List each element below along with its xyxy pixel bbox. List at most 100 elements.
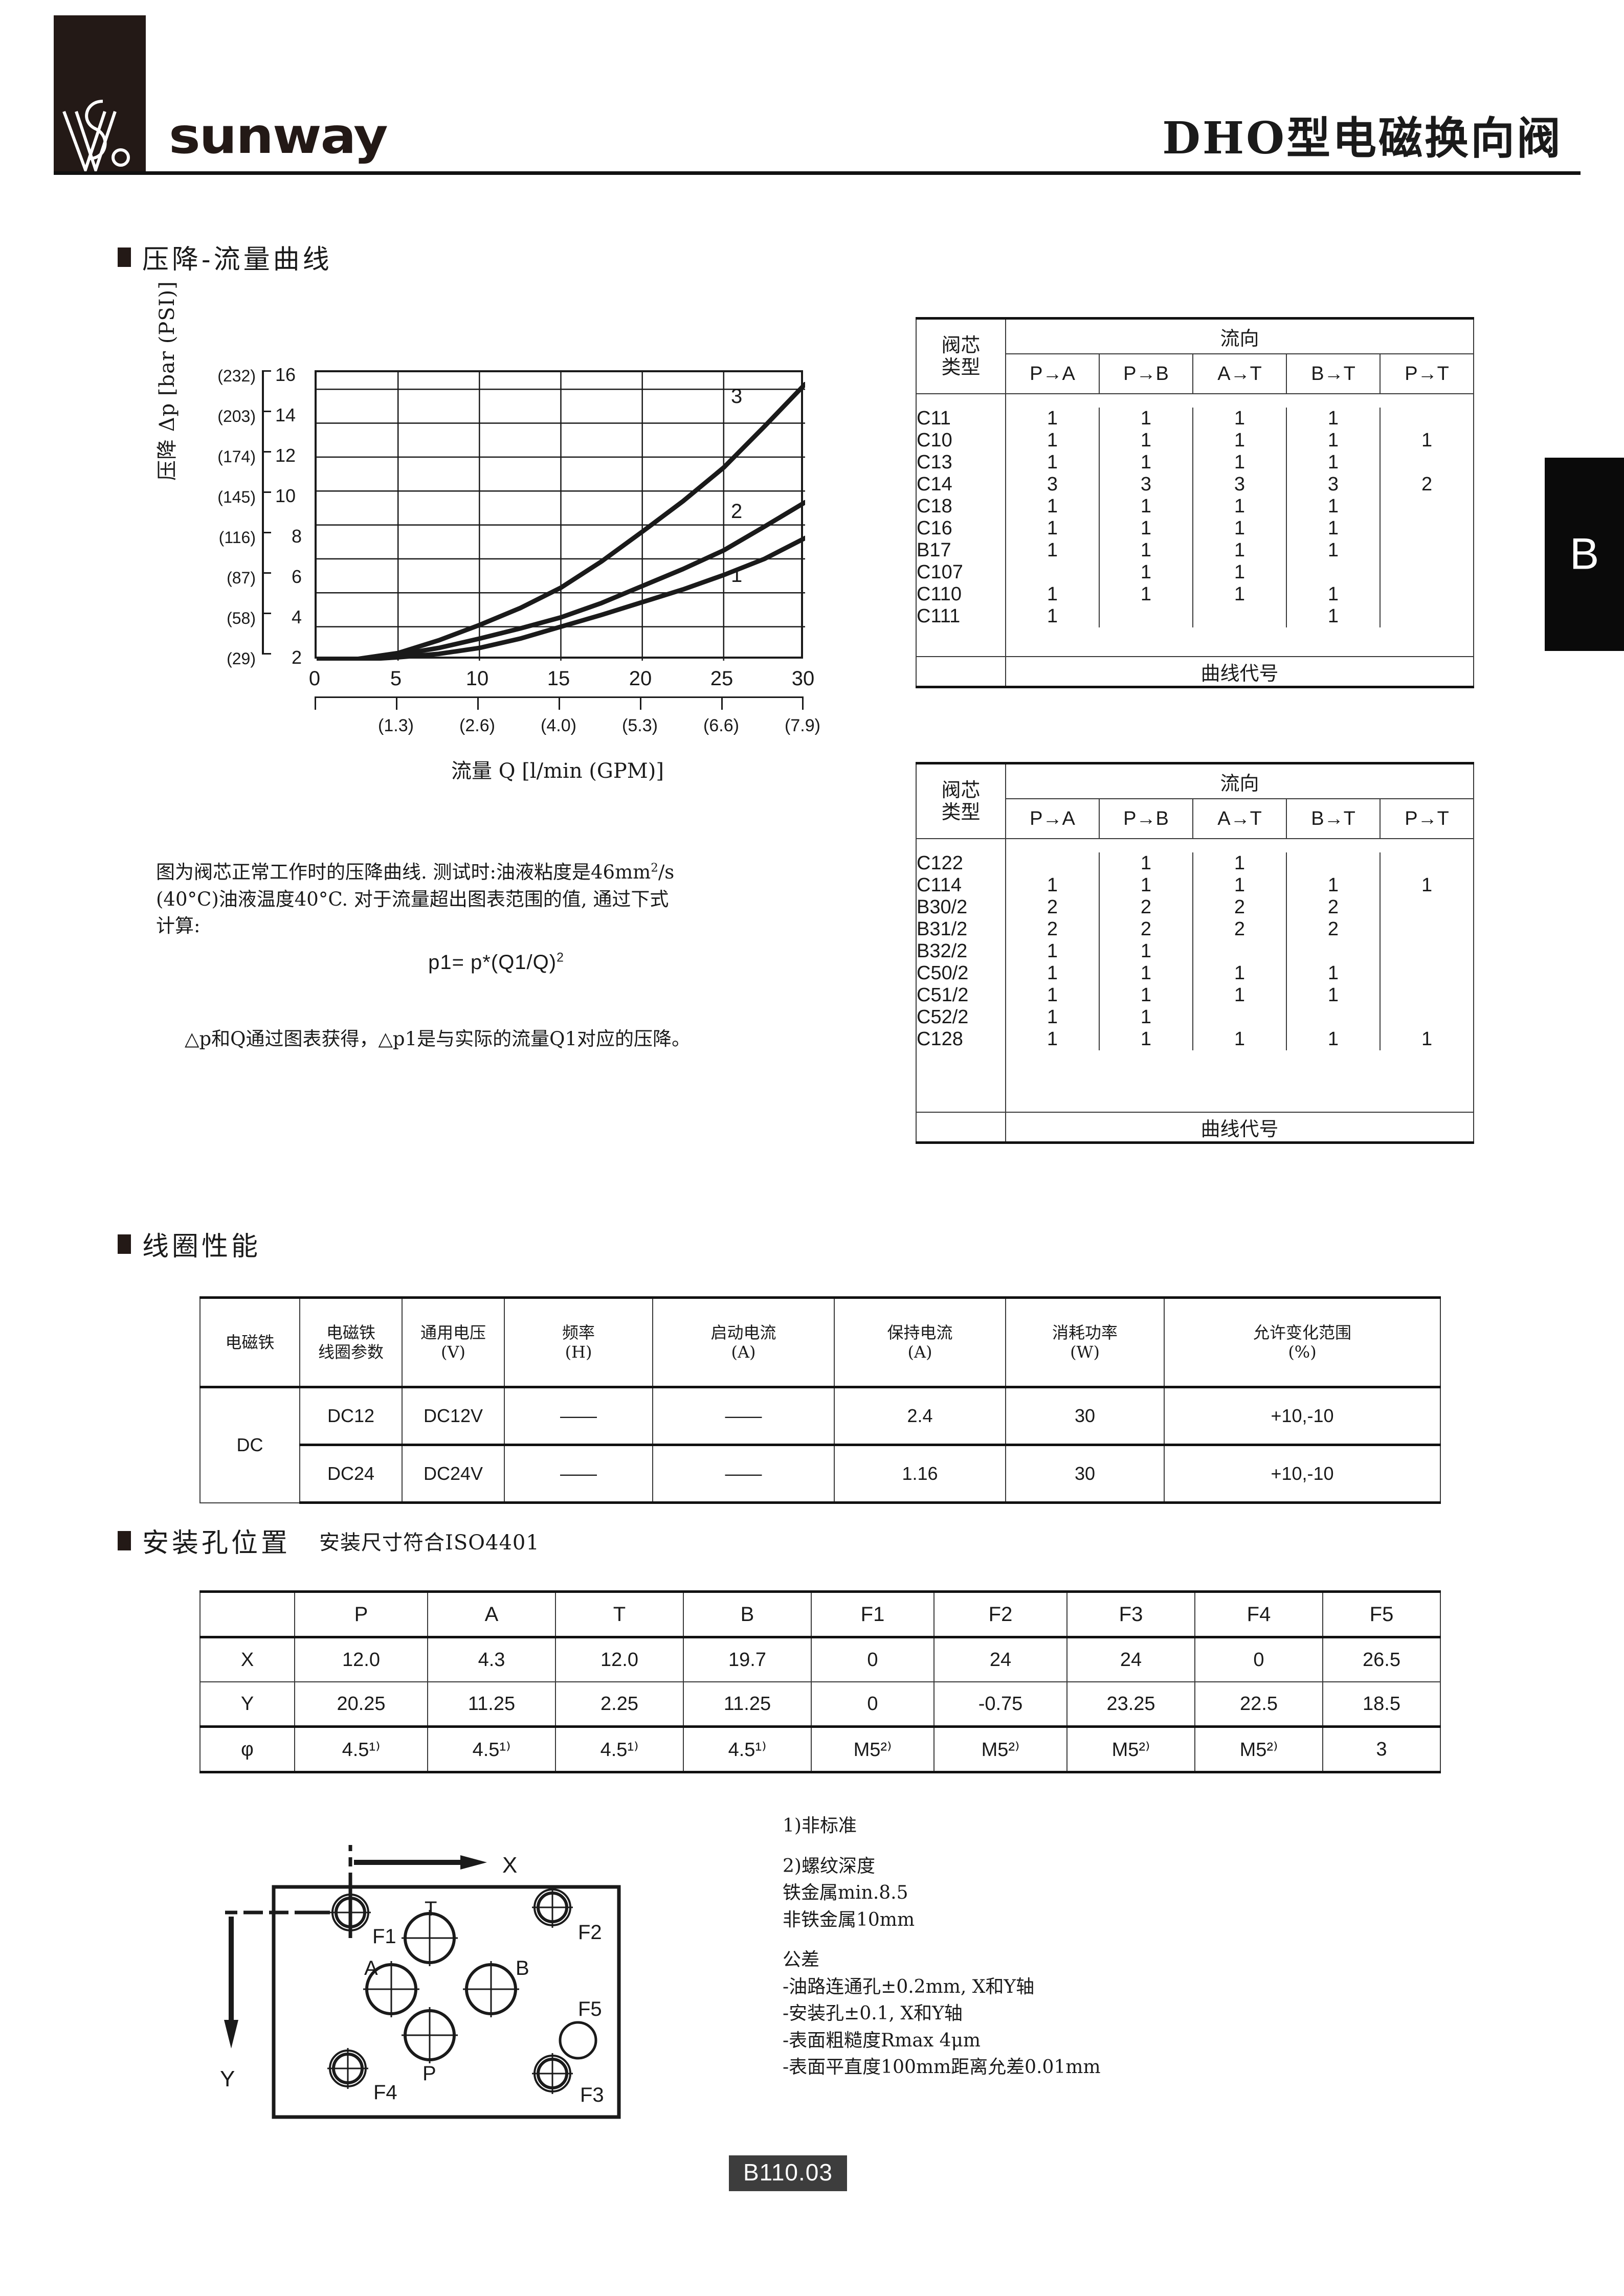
- gpm-tick: [396, 696, 397, 710]
- mount-dia-f2: M5²⁾: [933, 1725, 1067, 1773]
- coil-header-solenoid: 电磁铁: [199, 1296, 300, 1388]
- note-line-3: 计算:: [156, 915, 201, 937]
- y-tick-psi-116: (116): [218, 528, 256, 547]
- mount-header-f1: F1: [811, 1590, 935, 1638]
- table1-footer-blank: [916, 656, 1006, 688]
- mount-x-t: 12.0: [555, 1636, 684, 1682]
- table-row: C10 1 1 1 1 1: [916, 430, 1475, 452]
- y-tick-psi-29: (29): [227, 649, 256, 668]
- mount-y-f1: 0: [811, 1681, 935, 1727]
- mount-y-f4: 22.5: [1194, 1681, 1323, 1727]
- mount-dia-f5: 3: [1322, 1725, 1441, 1773]
- table-row: C50/2 1 1 1 1: [916, 962, 1475, 984]
- port-b: [463, 1961, 519, 2017]
- brand-logo-block: [54, 15, 146, 171]
- mount-y-t: 2.25: [555, 1681, 684, 1727]
- y-tick-bar-4: 4: [291, 606, 302, 627]
- note-line-2: (40°C)油液温度40°C. 对于流量超出图表范围的值, 通过下式: [156, 888, 669, 910]
- diagram-label-t: T: [425, 1898, 437, 1920]
- x-tick-30: 30: [791, 667, 815, 690]
- mount-header-a: A: [427, 1590, 556, 1638]
- section-title-coil: 线圈性能: [142, 1231, 261, 1262]
- x-tick-5: 5: [390, 667, 402, 690]
- note-tail: △p和Q通过图表获得，△p1是与实际的流量Q1对应的压降。: [185, 1028, 691, 1050]
- y-tick-bar-10: 10: [275, 485, 296, 506]
- y-tick-psi-58: (58): [227, 609, 256, 627]
- mount-header-f5: F5: [1322, 1590, 1441, 1638]
- flow-direction-table-2: 阀芯 类型 流向 P→A P→B A→T B→T P→T C122 1 1 C114 1…: [916, 762, 1475, 1144]
- table-row: C11 1 1 1 1: [916, 408, 1475, 430]
- mount-x-b: 19.7: [683, 1636, 812, 1682]
- diagram-label-f2: F2: [578, 1921, 602, 1944]
- gpm-tick: [640, 696, 641, 710]
- table2-dir-pt: P→T: [1379, 798, 1475, 839]
- coil-performance-table: 电磁铁 电磁铁 线圈参数 通用电压 (V) 频率 (H) 启动电流 (A) 保持电流 (A…: [199, 1296, 1441, 1504]
- table-row: C14 3 3 3 3 2: [916, 474, 1475, 496]
- curve-label-1: 1: [731, 564, 743, 587]
- mount-row-x-label: X: [199, 1636, 295, 1682]
- mount-row-y-label: Y: [199, 1681, 295, 1727]
- table1-dir-bt: B→T: [1286, 353, 1381, 394]
- sunway-monogram-icon: [62, 100, 130, 174]
- header-divider: [54, 171, 1581, 175]
- page-title: DHO型电磁换向阀: [1162, 112, 1563, 164]
- psi-tick: [262, 532, 271, 533]
- gpm-tick: [559, 696, 560, 710]
- table-row: C16 1 1 1 1: [916, 517, 1475, 539]
- table-row: B31/2 2 2 2 2: [916, 918, 1475, 940]
- table-row: X 12.0 4.3 12.0 19.7 0 24 24 0 26.5: [199, 1636, 1441, 1682]
- mount-dia-f1: M5²⁾: [811, 1725, 935, 1773]
- table-row: C111 1 1: [916, 605, 1475, 627]
- gpm-tick-4-0: (4.0): [541, 716, 576, 735]
- mount-header-t: T: [555, 1590, 684, 1638]
- diagram-label-p: P: [422, 2062, 436, 2085]
- y-tick-psi-87: (87): [227, 569, 256, 587]
- section-heading-mount: 安装孔位置 安装尺寸符合ISO4401: [118, 1521, 540, 1560]
- mount-y-f3: 23.25: [1066, 1681, 1195, 1727]
- y-tick-bar-14: 14: [275, 404, 296, 425]
- coil-row1-param: DC12: [299, 1386, 403, 1446]
- curve-label-3: 3: [731, 385, 743, 408]
- mount-header-f4: F4: [1194, 1590, 1323, 1638]
- curve-label-2: 2: [731, 500, 743, 523]
- y-tick-psi-174: (174): [217, 447, 256, 466]
- gpm-tick-7-9: (7.9): [785, 716, 820, 735]
- diagram-label-b: B: [516, 1957, 529, 1979]
- mount-x-f5: 26.5: [1322, 1636, 1441, 1682]
- mount-y-b: 11.25: [683, 1681, 812, 1727]
- table1-footer: 曲线代号: [1005, 656, 1475, 688]
- x-tick-15: 15: [547, 667, 570, 690]
- table-row: C122 1 1: [916, 852, 1475, 874]
- curve-1: [317, 535, 805, 661]
- table2-footer-blank: [916, 1112, 1006, 1144]
- table1-corner-label: 阀芯 类型: [916, 317, 1006, 394]
- bullet-square-icon: [118, 247, 131, 267]
- x-tick-0: 0: [308, 667, 321, 690]
- y-tick-psi-232: (232): [217, 367, 256, 385]
- diagram-label-f4: F4: [373, 2081, 397, 2104]
- diagram-label-a: A: [364, 1957, 378, 1979]
- table2-dir-pb: P→B: [1099, 798, 1193, 839]
- y-axis-arrowhead: [224, 2020, 238, 2049]
- mount-x-f2: 24: [933, 1636, 1067, 1682]
- y-tick-bar-2: 2: [291, 647, 302, 668]
- section-title-mount: 安装孔位置: [142, 1528, 291, 1559]
- section-tab-b[interactable]: B: [1545, 458, 1624, 651]
- mounting-pattern-diagram: X Y F1 F2 F3 F4 F5 T A B P: [220, 1845, 621, 2119]
- pressure-flow-chart: 压降 Δp [bar (PSI)] (29) (58) (87) (116) (…: [153, 281, 820, 783]
- mount-x-a: 4.3: [427, 1636, 556, 1682]
- hole-f2: [532, 1887, 573, 1928]
- mount-row-dia-label: φ: [199, 1725, 295, 1773]
- table2-dir-bt: B→T: [1286, 798, 1381, 839]
- y-tick-bar-6: 6: [291, 566, 302, 587]
- psi-tick: [262, 613, 271, 614]
- note-tolerance: 公差 -油路连通孔±0.2mm, X和Y轴 -安装孔±0.1, X和Y轴 -表面…: [783, 1949, 1101, 2078]
- coil-header-hold-current: 保持电流 (A): [834, 1296, 1006, 1388]
- mount-dia-f3: M5²⁾: [1066, 1725, 1195, 1773]
- coil-row2-hold: 1.16: [834, 1444, 1006, 1504]
- chart-x-axis-label: 流量 Q [l/min (GPM)]: [451, 759, 664, 783]
- coil-row1-hold: 2.4: [834, 1386, 1006, 1446]
- gpm-tick: [477, 696, 479, 710]
- psi-tick: [262, 411, 271, 412]
- mount-dia-f4: M5²⁾: [1194, 1725, 1323, 1773]
